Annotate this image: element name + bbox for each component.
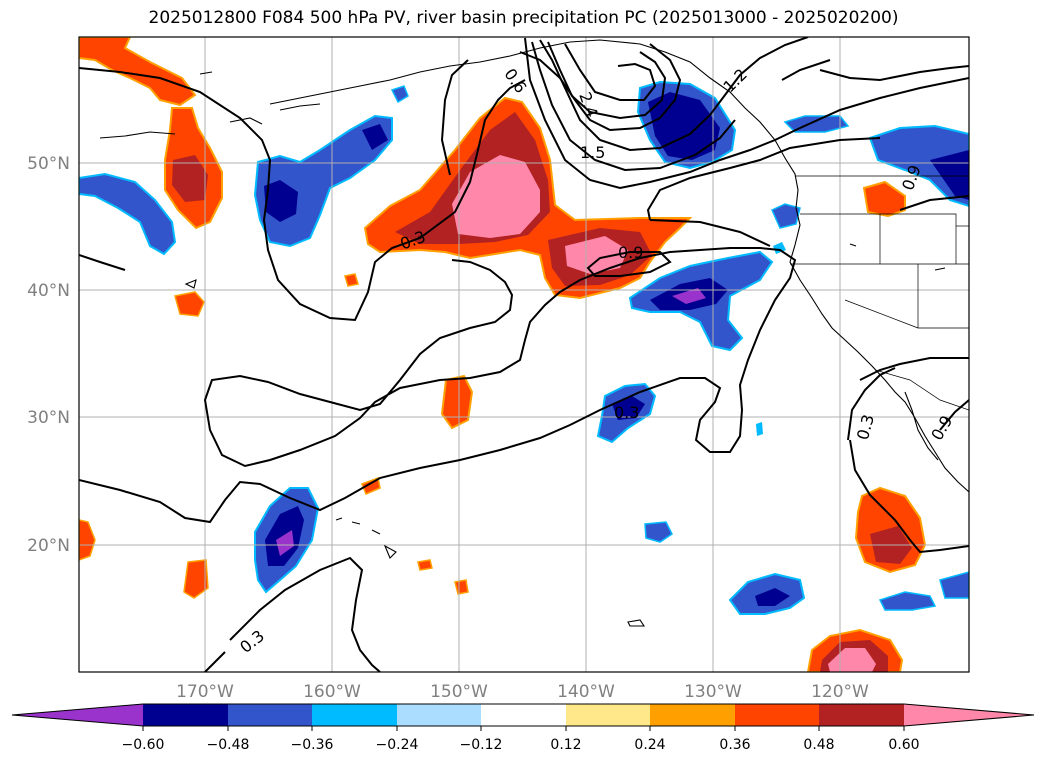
- colorbar-tick-label: −0.24: [376, 737, 419, 753]
- lat-label-30n: 30°N: [27, 408, 70, 428]
- colorbar-segment: [650, 704, 735, 726]
- positive-anomalies: [79, 37, 927, 672]
- colorbar-segment: [735, 704, 819, 726]
- lon-label-170w: 170°W: [176, 682, 234, 702]
- contour-label: 0.9: [618, 243, 643, 262]
- colorbar-tick-label: −0.36: [291, 737, 334, 753]
- colorbar-tick-label: 0.48: [803, 737, 834, 753]
- colorbar-segment: [228, 704, 312, 726]
- lat-label-50n: 50°N: [27, 154, 70, 174]
- colorbar-segment: [143, 704, 228, 726]
- borders: [790, 175, 969, 411]
- colorbar: −0.60 −0.48 −0.36 −0.24 −0.12 0.12 0.24 …: [11, 703, 1035, 753]
- colorbar-tick-label: 0.24: [634, 737, 665, 753]
- contour-label: 1.5: [580, 143, 605, 162]
- lon-label-140w: 140°W: [557, 682, 615, 702]
- map-frame: [78, 36, 970, 673]
- colorbar-tick-label: −0.12: [460, 737, 503, 753]
- pv-contours: [79, 37, 969, 672]
- map-title: 2025012800 F084 500 hPa PV, river basin …: [148, 8, 899, 28]
- colorbar-segment: [819, 704, 904, 726]
- colorbar-segment: [312, 704, 397, 726]
- lon-label-150w: 150°W: [430, 682, 488, 702]
- colorbar-extend-right: [904, 704, 1034, 726]
- negative-anomalies: [79, 80, 969, 615]
- colorbar-tick-label: 0.12: [550, 737, 581, 753]
- lat-label-40n: 40°N: [27, 281, 70, 301]
- colorbar-segment: [481, 704, 566, 726]
- lat-label-20n: 20°N: [27, 536, 70, 556]
- colorbar-segment: [397, 704, 481, 726]
- lon-label-160w: 160°W: [303, 682, 361, 702]
- longitude-labels: 170°W 160°W 150°W 140°W 130°W 120°W: [176, 682, 869, 702]
- colorbar-segment: [566, 704, 650, 726]
- colorbar-tick-label: −0.60: [122, 737, 165, 753]
- lon-label-130w: 130°W: [684, 682, 742, 702]
- latitude-labels: 50°N 40°N 30°N 20°N: [27, 154, 70, 556]
- coastlines: [99, 39, 969, 627]
- colorbar-extend-left: [12, 704, 143, 726]
- colorbar-tick-label: −0.48: [207, 737, 250, 753]
- map-panel: 0.6 2.4 1.5 1.2 0.9 0.3 0.9 0.3 0.3 0.3 …: [79, 37, 969, 672]
- colorbar-tick-label: 0.36: [719, 737, 750, 753]
- contour-label: 0.3: [614, 403, 639, 422]
- gridlines: [79, 37, 969, 672]
- colorbar-tick-label: 0.60: [888, 737, 919, 753]
- lon-label-120w: 120°W: [811, 682, 869, 702]
